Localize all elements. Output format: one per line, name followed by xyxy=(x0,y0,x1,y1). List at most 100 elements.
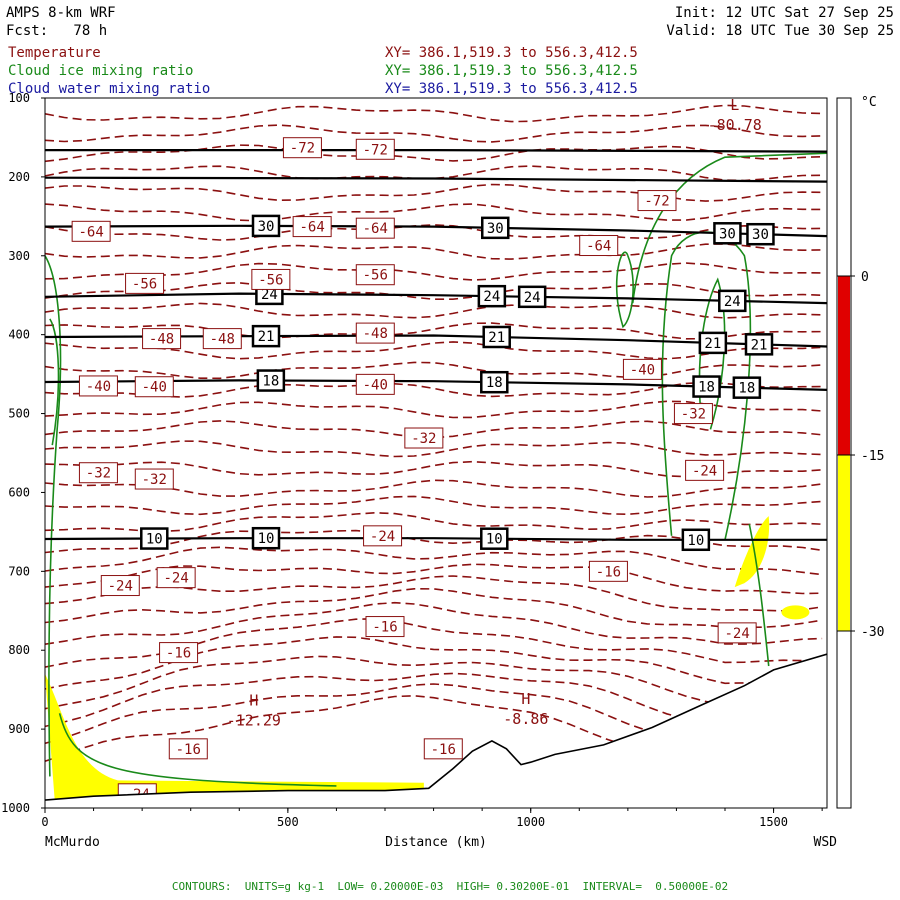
isotherm-label-box xyxy=(71,220,111,242)
x-tick-label: 1000 xyxy=(516,815,545,829)
field-name-cloud-water: Cloud water mixing ratio xyxy=(8,81,211,97)
theta-label-box xyxy=(744,333,774,356)
y-tick-label: 500 xyxy=(8,407,30,421)
isotherm-label: -72 xyxy=(644,194,669,210)
y-tick-label: 900 xyxy=(8,722,30,736)
plot-frame xyxy=(44,97,828,809)
theta-label: 10 xyxy=(687,533,704,549)
isotherm-label: -64 xyxy=(363,221,388,237)
isotherm-label-box xyxy=(673,403,713,425)
isotherm-label-box xyxy=(404,427,444,449)
theta-label: 21 xyxy=(488,330,505,346)
isotherm-line xyxy=(45,322,823,340)
theta-label-box xyxy=(140,527,169,550)
theta-line-upper xyxy=(45,176,827,183)
theta-label: 10 xyxy=(146,532,163,548)
field-xy-cloud-ice: XY= 386.1,519.3 to 556.3,412.5 xyxy=(385,63,638,79)
isotherm-label-box xyxy=(168,738,208,760)
isotherm-label: -32 xyxy=(86,466,111,482)
isotherm-line xyxy=(45,165,823,182)
isotherm-label: -40 xyxy=(142,380,167,396)
isotherm-label-box xyxy=(100,575,140,597)
isotherm-line xyxy=(45,420,823,439)
contours-footer: CONTOURS: UNITS=g kg-1 LOW= 0.20000E-03 … xyxy=(171,880,729,893)
theta-label-box xyxy=(718,289,747,313)
cloud-shading-low xyxy=(45,673,424,801)
y-tick-label: 700 xyxy=(8,564,30,578)
valid-time: Valid: 18 UTC Tue 30 Sep 25 xyxy=(666,23,894,39)
theta-label: 18 xyxy=(262,374,279,390)
isotherm-label: -24 xyxy=(370,529,395,545)
isotherm-label-box xyxy=(355,264,395,286)
isotherm-line xyxy=(45,511,823,533)
theta-label-box xyxy=(251,526,281,550)
isotherm-label-box xyxy=(156,567,196,589)
extremum-marker: L xyxy=(730,96,739,114)
isotherm-label: -56 xyxy=(132,276,157,292)
theta-label-box xyxy=(480,527,509,550)
isotherm-label-box xyxy=(355,322,395,344)
theta-label-box xyxy=(713,222,742,245)
isotherm-line xyxy=(45,144,823,163)
model-title: AMPS 8-km WRF xyxy=(6,5,116,21)
isotherm-label-box xyxy=(251,268,291,290)
theta-label: 24 xyxy=(261,287,278,303)
x-tick-label: 500 xyxy=(277,815,299,829)
isotherm-line xyxy=(45,440,823,458)
isotherm-line xyxy=(45,203,823,222)
isotherm-label: -56 xyxy=(363,268,388,284)
isotherm-label-box xyxy=(202,328,242,350)
colorbar-tick-label: 0 xyxy=(861,270,869,285)
isotherm-label-box xyxy=(355,217,395,239)
isotherm-line xyxy=(45,262,823,281)
isotherm-label-box xyxy=(355,373,395,395)
isotherm-line xyxy=(45,243,823,260)
isotherm-label: -16 xyxy=(166,646,191,662)
y-tick-label: 600 xyxy=(8,485,30,499)
extremum-marker: H xyxy=(249,691,258,709)
x-tick-label: 1500 xyxy=(759,815,788,829)
x-axis-label: Distance (km) xyxy=(385,835,487,850)
theta-label-box xyxy=(732,376,762,399)
theta-label: 18 xyxy=(486,375,503,391)
theta-label: 18 xyxy=(738,381,755,397)
isotherm-label-box xyxy=(423,738,463,760)
theta-label-box xyxy=(692,375,721,398)
theta-label: 21 xyxy=(751,337,768,353)
isotherm-label-box xyxy=(78,375,118,397)
isotherm-label: -64 xyxy=(299,220,324,236)
isotherm-label: -32 xyxy=(681,407,706,423)
theta-label-box xyxy=(481,216,510,240)
isotherm-label-box xyxy=(142,328,182,350)
field-name-temperature: Temperature xyxy=(8,45,101,61)
isotherm-line xyxy=(45,546,823,576)
isotherm-label: -40 xyxy=(363,377,388,393)
isotherm-label: -24 xyxy=(108,579,133,595)
terrain-line xyxy=(45,653,827,801)
cloud-ice-contour xyxy=(58,713,337,787)
extremum-value: -8.86 xyxy=(503,710,548,728)
theta-label-box xyxy=(480,370,509,394)
theta-label-box xyxy=(251,214,281,238)
colorbar-tick-label: -15 xyxy=(861,449,884,464)
x-left-station: McMurdo xyxy=(45,835,100,850)
isotherm-line xyxy=(45,282,823,300)
isotherm-line xyxy=(45,400,823,419)
theta-label: 10 xyxy=(486,532,503,548)
extremum-marker: H xyxy=(521,690,530,708)
colorbar-unit: °C xyxy=(861,95,877,110)
isotherm-line xyxy=(45,124,823,143)
x-right-station: WSD xyxy=(814,835,838,850)
x-tick-label: 0 xyxy=(41,815,48,829)
init-time: Init: 12 UTC Sat 27 Sep 25 xyxy=(674,5,894,21)
field-xy-cloud-water: XY= 386.1,519.3 to 556.3,412.5 xyxy=(385,81,638,97)
cloud-ice-contour xyxy=(615,251,634,329)
isotherm-line xyxy=(45,495,823,516)
theta-line-upper xyxy=(45,149,827,153)
isotherm-label-box xyxy=(159,642,199,664)
theta-label: 30 xyxy=(752,227,769,243)
theta-line-30 xyxy=(45,224,827,238)
isotherm-label-box xyxy=(717,622,757,644)
isotherm-label-box xyxy=(588,560,628,582)
